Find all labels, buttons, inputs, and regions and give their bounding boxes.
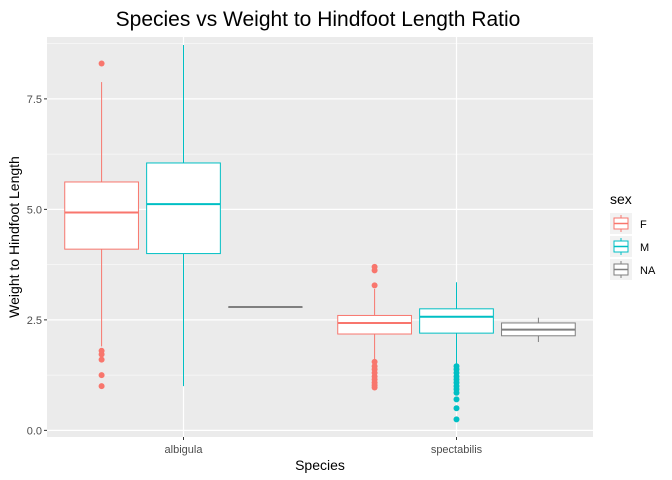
chart-title: Species vs Weight to Hindfoot Length Rat… (116, 8, 521, 31)
outlier-point (453, 389, 460, 396)
outlier-point (371, 358, 378, 365)
outlier-point (98, 60, 105, 67)
outlier-point (453, 396, 460, 403)
outlier-point (371, 267, 378, 274)
x-tick-label: albigula (165, 444, 204, 456)
y-tick-label: 7.5 (27, 94, 42, 106)
legend-title: sex (610, 191, 632, 207)
legend-label: M (640, 242, 649, 254)
box-NA-spectabilis (501, 317, 576, 342)
y-tick-label: 2.5 (27, 315, 42, 327)
x-tick-label: spectabilis (431, 444, 483, 456)
legend-item-NA: NA (610, 259, 656, 280)
box-body (419, 308, 494, 334)
outlier-point (453, 405, 460, 412)
legend-item-M: M (610, 236, 649, 257)
legend-label: NA (640, 265, 656, 277)
outlier-point (98, 351, 105, 358)
box-body (64, 181, 139, 250)
box-body (146, 162, 221, 255)
box-M-spectabilis (419, 282, 494, 423)
box-F-spectabilis (337, 263, 412, 391)
box-M-albigula (146, 44, 221, 387)
y-axis-title: Weight to Hindfoot Length (6, 156, 22, 318)
outlier-point (98, 372, 105, 379)
outlier-point (453, 416, 460, 423)
legend-label: F (640, 219, 647, 231)
x-axis-ticks: albigula spectabilis (165, 437, 483, 456)
box-body (337, 314, 412, 335)
outlier-point (98, 356, 105, 363)
legend: sex FM NA (610, 191, 656, 280)
y-tick-label: 5.0 (27, 204, 42, 216)
box-F-albigula (64, 60, 139, 390)
outlier-point (371, 384, 378, 391)
x-axis-title: Species (295, 457, 345, 473)
y-tick-label: 0.0 (27, 425, 42, 437)
box-series (64, 44, 576, 423)
outlier-point (98, 383, 105, 390)
y-axis-ticks: 0.0 2.5 5.0 7.5 (27, 94, 47, 437)
legend-item-F: F (610, 213, 647, 234)
outlier-point (371, 282, 378, 289)
